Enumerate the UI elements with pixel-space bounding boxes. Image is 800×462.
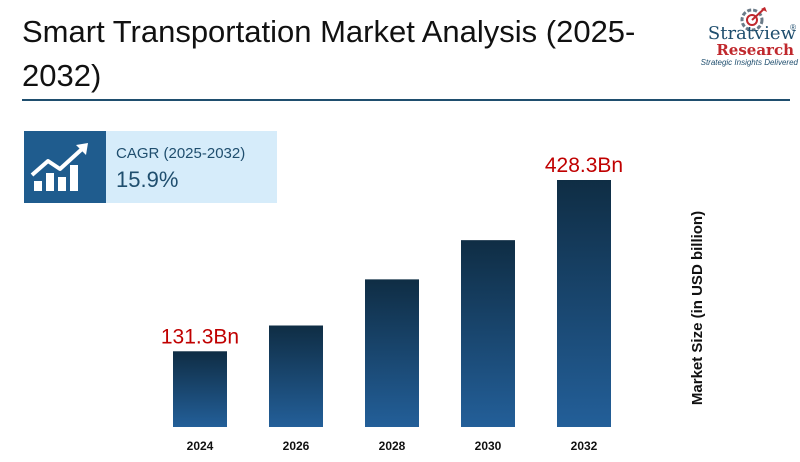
- bar-2030: [461, 240, 515, 427]
- title-divider: [22, 99, 790, 101]
- cagr-icon-box: [24, 131, 106, 203]
- data-labels-group: 131.3Bn 428.3Bn: [161, 154, 623, 348]
- bar-2032: [557, 180, 611, 427]
- x-tick-label: 2028: [379, 439, 406, 453]
- bar-2026: [269, 325, 323, 427]
- data-label-2024: 131.3Bn: [161, 325, 239, 348]
- x-tick-label: 2032: [571, 439, 598, 453]
- x-tick-labels-group: 2024 2026 2028 2030 2032: [187, 439, 598, 453]
- logo: Stratview ® Research Strategic Insights …: [680, 2, 798, 67]
- x-tick-label: 2030: [475, 439, 502, 453]
- growth-chart-icon: [30, 143, 88, 191]
- cagr-panel: CAGR (2025-2032) 15.9%: [24, 131, 277, 203]
- cagr-label: CAGR (2025-2032): [116, 145, 246, 162]
- y-axis-label: Market Size (in USD billion): [689, 210, 706, 406]
- bars-group: [173, 180, 611, 427]
- x-tick-label: 2024: [187, 439, 214, 453]
- cagr-value: 15.9%: [116, 167, 179, 192]
- logo-tagline: Strategic Insights Delivered: [700, 58, 798, 67]
- logo-wordmark: Stratview: [707, 23, 796, 44]
- gear-target-icon: [740, 7, 767, 32]
- logo-subtitle: Research: [716, 41, 794, 59]
- page-title: Smart Transportation Market Analysis (20…: [22, 14, 636, 93]
- x-tick-label: 2026: [283, 439, 310, 453]
- bar-2024: [173, 351, 227, 427]
- bar-2028: [365, 279, 419, 427]
- registered-mark: ®: [790, 23, 796, 32]
- data-label-2032: 428.3Bn: [545, 154, 623, 177]
